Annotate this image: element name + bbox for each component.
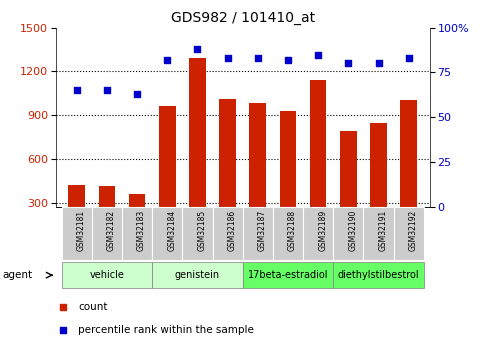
Bar xyxy=(340,131,356,246)
Bar xyxy=(364,207,394,260)
Bar xyxy=(250,103,266,246)
Bar xyxy=(243,262,333,288)
Text: GSM32188: GSM32188 xyxy=(288,210,297,251)
Text: GSM32187: GSM32187 xyxy=(258,210,267,251)
Text: vehicle: vehicle xyxy=(89,270,124,280)
Bar xyxy=(92,207,122,260)
Bar xyxy=(213,207,243,260)
Bar xyxy=(333,207,364,260)
Bar xyxy=(189,58,206,246)
Text: GSM32192: GSM32192 xyxy=(409,210,418,251)
Bar xyxy=(370,123,387,246)
Point xyxy=(224,55,231,61)
Bar xyxy=(152,262,243,288)
Bar xyxy=(62,207,92,260)
Bar xyxy=(243,207,273,260)
Bar xyxy=(273,207,303,260)
Bar xyxy=(62,262,152,288)
Point xyxy=(194,46,201,52)
Point xyxy=(375,61,383,66)
Point xyxy=(254,55,262,61)
Bar xyxy=(152,207,183,260)
Text: GSM32190: GSM32190 xyxy=(348,210,357,251)
Point xyxy=(73,88,81,93)
Bar xyxy=(219,99,236,246)
Point xyxy=(59,327,67,333)
Bar xyxy=(303,207,333,260)
Text: diethylstilbestrol: diethylstilbestrol xyxy=(338,270,419,280)
Bar xyxy=(400,100,417,246)
Text: genistein: genistein xyxy=(175,270,220,280)
Text: GSM32185: GSM32185 xyxy=(198,210,206,251)
Point xyxy=(59,304,67,310)
Text: GSM32181: GSM32181 xyxy=(77,210,85,251)
Text: GSM32186: GSM32186 xyxy=(227,210,237,251)
Text: GSM32183: GSM32183 xyxy=(137,210,146,251)
Point xyxy=(344,61,352,66)
Bar xyxy=(122,207,152,260)
Text: GSM32184: GSM32184 xyxy=(167,210,176,251)
Point xyxy=(405,55,412,61)
Bar xyxy=(99,186,115,246)
Point xyxy=(163,57,171,63)
Bar xyxy=(183,207,213,260)
Text: GSM32191: GSM32191 xyxy=(379,210,387,251)
Text: GSM32189: GSM32189 xyxy=(318,210,327,251)
Point xyxy=(314,52,322,57)
Bar xyxy=(69,185,85,246)
Text: percentile rank within the sample: percentile rank within the sample xyxy=(78,325,254,335)
Text: GSM32182: GSM32182 xyxy=(107,210,116,251)
Text: agent: agent xyxy=(2,270,32,280)
Bar xyxy=(310,80,327,246)
Bar xyxy=(159,106,175,246)
Bar xyxy=(280,111,296,246)
Text: count: count xyxy=(78,302,108,312)
Point xyxy=(133,91,141,97)
Text: 17beta-estradiol: 17beta-estradiol xyxy=(248,270,328,280)
Title: GDS982 / 101410_at: GDS982 / 101410_at xyxy=(170,11,315,25)
Bar xyxy=(333,262,424,288)
Bar xyxy=(394,207,424,260)
Point xyxy=(103,88,111,93)
Point xyxy=(284,57,292,63)
Bar xyxy=(129,194,145,246)
